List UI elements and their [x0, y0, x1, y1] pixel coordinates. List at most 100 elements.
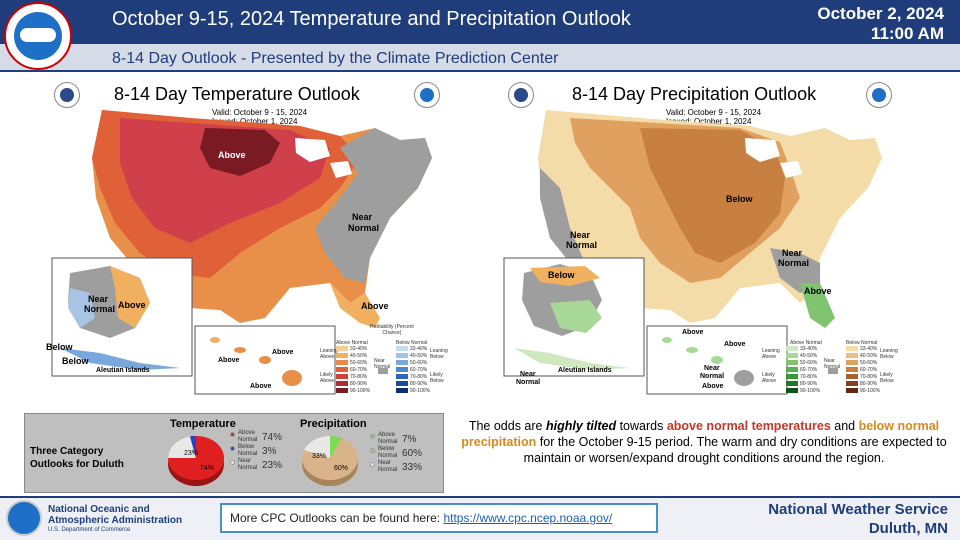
legend-range-above: 40-50%: [350, 353, 368, 359]
noaa-name: National Oceanic and Atmospheric Adminis…: [48, 504, 182, 526]
nws-office-line1: National Weather Service: [768, 501, 948, 518]
precip-label-hi-above-2: Above: [724, 341, 746, 348]
precip-label-hi-near-1: Near: [704, 365, 720, 372]
legend-range-above: 80-90%: [800, 381, 818, 387]
legend-below-header: Below Normal: [396, 340, 428, 346]
legend-swatch-below: [846, 388, 858, 393]
legend-range-below: 60-70%: [860, 367, 878, 373]
issue-date-day: October 2, 2024: [817, 4, 944, 23]
temp-label-ak-near-1: Near: [88, 294, 109, 304]
noaa-logo-icon: [6, 500, 42, 536]
page-title: October 9-15, 2024 Temperature and Preci…: [112, 8, 631, 30]
doc-seal-icon: [508, 82, 534, 108]
temp-label-above-north: Above: [218, 150, 246, 160]
summary-part-5: and: [830, 419, 859, 433]
nws-logo: [4, 2, 72, 70]
legend-swatch-below: [396, 353, 408, 358]
legend-near-normal: Near Normal: [824, 358, 841, 370]
temperature-valid: Valid: October 9 - 15, 2024: [212, 108, 308, 117]
legend-range-above: 80-90%: [350, 381, 368, 387]
legend-leaning-above: Leaning Above: [762, 348, 780, 360]
legend-swatch-below: [396, 346, 408, 351]
precip-label-near-se-1: Near: [782, 248, 803, 258]
legend-range-below: 60-70%: [410, 367, 428, 373]
precipitation-valid: Valid: October 9 - 15, 2024: [666, 108, 762, 117]
precipitation-legend: Above Normal Below Normal Leaning Above …: [762, 336, 900, 398]
temp-label-ak-above: Above: [118, 300, 146, 310]
legend-range-below: 40-50%: [410, 353, 428, 359]
precip-label-aleutian: Aleutian Islands: [558, 367, 612, 374]
legend-swatch-below: [846, 360, 858, 365]
legend-range-above: 50-60%: [800, 360, 818, 366]
legend-range-below: 40-50%: [860, 353, 878, 359]
summary-above-normal-temps: above normal temperatures: [666, 419, 831, 433]
legend-swatch-below: [396, 388, 408, 393]
temp-label-hi-above-2: Above: [272, 349, 294, 356]
precip-label-near-se-2: Normal: [778, 258, 810, 268]
summary-highly-tilted: highly tilted: [545, 419, 617, 433]
temperature-category-dot: [230, 460, 235, 465]
precipitation-map-title: 8-14 Day Precipitation Outlook: [572, 84, 817, 104]
legend-range-below: 50-60%: [410, 360, 428, 366]
duluth-box-title-1: Three Category: [30, 446, 104, 457]
nws-logo-icon: [14, 12, 62, 60]
summary-part-3: towards: [616, 419, 667, 433]
doc-seal-icon: [54, 82, 80, 108]
legend-swatch-below: [396, 374, 408, 379]
temperature-category-label: Above Normal: [238, 430, 258, 443]
precip-label-below-central: Below: [726, 194, 753, 204]
temp-label-near-east-1: Near: [352, 212, 373, 222]
cpc-link[interactable]: https://www.cpc.ncep.noaa.gov/: [443, 511, 613, 525]
temp-label-near-east-2: Normal: [348, 223, 380, 233]
summary-text: The odds are highly tilted towards above…: [452, 418, 956, 466]
legend-swatch-above: [336, 360, 348, 365]
precipitation-category-label: Near Normal: [378, 460, 398, 473]
noaa-seal-icon: [414, 82, 440, 108]
legend-swatch-below: [846, 353, 858, 358]
legend-swatch-below: [846, 367, 858, 372]
temp-label-ak-near-2: Normal: [84, 304, 116, 314]
precipitation-category-dot: [370, 448, 375, 453]
precip-label-above-fl: Above: [804, 286, 832, 296]
legend-swatch-below: [396, 360, 408, 365]
nws-office-line2: Duluth, MN: [868, 520, 948, 537]
legend-above-header: Above Normal: [790, 340, 822, 346]
legend-swatch-below: [846, 346, 858, 351]
legend-swatch-above: [786, 374, 798, 379]
precip-label-hi-above-1: Above: [682, 329, 704, 336]
legend-above-header: Above Normal: [336, 340, 368, 346]
temperature-map: [51, 110, 432, 395]
legend-swatch-above: [786, 346, 798, 351]
precip-label-hi-above-3: Above: [702, 383, 724, 390]
legend-range-above: 33-40%: [350, 346, 368, 352]
precipitation-category-label: Below Normal: [378, 446, 398, 459]
legend-swatch-above: [786, 388, 798, 393]
legend-swatch-above: [786, 367, 798, 372]
legend-range-above: 60-70%: [350, 367, 368, 373]
legend-swatch-near-normal: [828, 368, 838, 374]
legend-swatch-below: [396, 381, 408, 386]
precip-label-hi-near-2: Normal: [700, 373, 725, 380]
legend-swatch-above: [336, 374, 348, 379]
legend-range-below: 33-40%: [410, 346, 428, 352]
legend-range-above: 60-70%: [800, 367, 818, 373]
legend-swatch-above: [786, 360, 798, 365]
legend-range-above: 33-40%: [800, 346, 818, 352]
summary-below-normal-precip: below normal precipitation: [461, 419, 940, 449]
temperature-category-value: 3%: [262, 446, 277, 457]
legend-range-below: 80-90%: [410, 381, 428, 387]
temperature-map-title: 8-14 Day Temperature Outlook: [114, 84, 360, 104]
precipitation-category-dot: [370, 434, 375, 439]
nws-office: National Weather Service Duluth, MN: [768, 500, 948, 538]
precip-label-ak-near-2: Normal: [516, 379, 541, 386]
legend-range-below: 70-80%: [860, 374, 878, 380]
summary-part-1: The odds are: [468, 419, 546, 433]
duluth-box-title: Three Category Outlooks for Duluth: [30, 445, 124, 471]
page-subtitle: 8-14 Day Outlook - Presented by the Clim…: [112, 50, 559, 67]
temp-label-above-south: Above: [361, 301, 389, 311]
summary-part-7: for the October 9-15 period. The warm an…: [523, 435, 947, 465]
legend-likely-below: Likely Below: [880, 372, 894, 384]
legend-range-below: 80-90%: [860, 381, 878, 387]
legend-range-above: 70-80%: [800, 374, 818, 380]
legend-title: Probability (Percent Chance): [370, 324, 414, 336]
